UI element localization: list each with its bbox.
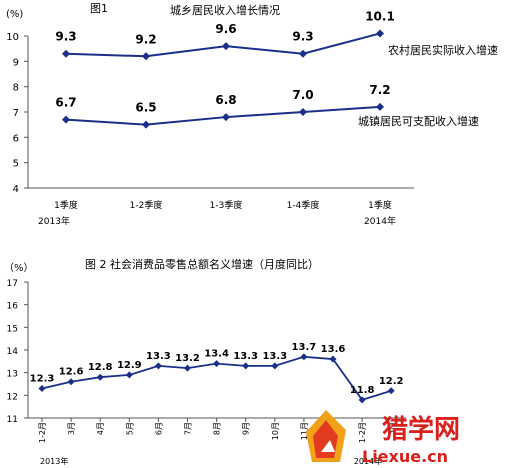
chart2-data-point [96,373,104,381]
chart1-data-label: 9.6 [215,22,236,36]
chart1-xtick-label: 1-4季度 [287,199,320,211]
chart1-data-point [62,115,70,124]
chart2-data-point [300,353,308,361]
chart1-data-point [62,49,70,58]
chart1-data-label: 9.3 [292,30,313,44]
chart2-xtick-label: 10月 [271,422,280,440]
chart2-xtick-label: 5月 [125,422,134,435]
chart2-data-label: 13.3 [262,351,287,362]
chart2-xtick-label: 3月 [387,422,396,435]
chart1-data-label: 6.5 [135,101,156,115]
chart2-data-label: 13.2 [175,353,200,364]
chart1-data-point [222,42,230,51]
chart1-ytick-label: 5 [13,159,19,170]
chart2-xtick-label: 8月 [213,422,222,435]
chart2-year-label: 2013年 [40,456,68,466]
chart2-data-point [38,385,46,393]
chart1-data-point [376,29,384,38]
chart2-data-point [125,371,133,379]
chart1-data-label: 7.2 [369,83,390,97]
chart2-ytick-label: 15 [7,324,18,334]
chart2-xtick-label: 6月 [154,422,163,435]
chart2-data-point [213,360,221,368]
chart1-data-point [299,108,307,116]
chart1-legend-urban: 城镇居民可支配收入增速 [358,114,479,128]
chart2-data-point [387,387,395,395]
chart1-data-label: 10.1 [365,9,395,23]
chart1-data-point [299,49,307,58]
chart2-data-point [329,355,337,363]
chart1-data-label: 6.8 [215,93,236,107]
chart1-data-point [222,113,230,122]
chart2-xtick-label: 7月 [184,422,193,435]
chart1-data-point [142,52,150,61]
chart2-ytick-label: 14 [7,347,19,357]
chart1-ytick-label: 4 [13,184,19,195]
chart2-data-point [358,396,366,404]
chart1-figure-label: 图1 [90,2,108,15]
chart1-xtick-label: 1-2季度 [130,199,163,211]
chart2-data-label: 12.3 [30,374,55,385]
chart1-ytick-label: 9 [13,57,19,68]
chart2-data-point [154,362,162,370]
chart1-data-point [142,120,150,129]
chart1-data-label: 7.0 [292,88,313,102]
watermark-url: Liexue.cn [362,447,448,466]
chart2-ytick-label: 13 [7,370,18,380]
chart1-year-label: 2013年 [38,215,70,227]
chart2-data-label: 12.9 [117,360,142,371]
chart2-data-label: 11.8 [350,385,375,396]
chart2-data-label: 13.3 [146,351,171,362]
chart2-data-point [271,362,279,370]
chart2-ytick-label: 17 [7,279,18,289]
chart2-data-point [184,364,191,372]
chart1-title: 城乡居民收入增长情况 [170,3,280,17]
chart2-xtick-label: 4月 [96,422,105,435]
chart1-xtick-label: 1季度 [54,199,78,211]
chart1-ylabel: (%) [6,9,23,20]
chart2-ytick-label: 11 [7,415,18,425]
chart2-data-label: 12.2 [379,376,404,387]
chart1-year-label: 2014年 [364,215,396,227]
chart1-ytick-label: 6 [13,133,19,144]
chart2-title: 图 2 社会消费品零售总额名义增速（月度同比） [85,257,319,271]
chart1-xtick-label: 1季度 [368,199,392,211]
chart1-ytick-label: 10 [6,32,19,43]
chart1-xtick-label: 1-3季度 [210,199,243,211]
chart2-data-label: 12.8 [88,362,113,373]
chart2-data-label: 13.7 [292,342,317,353]
chart1-data-label: 9.2 [135,32,156,46]
chart2-data-label: 13.6 [321,344,346,355]
chart2-data-label: 12.6 [59,367,84,378]
chart2-ytick-label: 12 [7,392,18,402]
chart1-ytick-label: 8 [13,83,19,94]
chart1-data-label: 6.7 [55,96,76,110]
chart2-data-label: 13.3 [233,351,258,362]
chart2-year-label: 2014年 [354,456,382,466]
chart2-ytick-label: 16 [7,302,19,312]
logo-emblem-icon [306,410,346,462]
chart2-data-point [242,362,250,370]
chart2-xtick-label: 9月 [242,422,251,435]
chart2-xtick-label: 1-2月 [358,422,367,443]
chart1-data-label: 9.3 [55,30,76,44]
chart2-xtick-label: 3月 [67,422,76,435]
watermark-logo-text: 猎学网 [382,414,460,445]
chart2-ylabel: （%） [4,262,34,274]
chart1-legend-rural: 农村居民实际收入增速 [388,43,498,57]
chart2-xtick-label: 1-2月 [38,422,47,443]
chart1-ytick-label: 7 [13,108,19,119]
chart2-data-label: 13.4 [204,349,229,360]
chart1-data-point [376,102,384,111]
chart2-data-point [67,378,75,386]
chart2-xtick-label: 11月 [300,422,309,440]
